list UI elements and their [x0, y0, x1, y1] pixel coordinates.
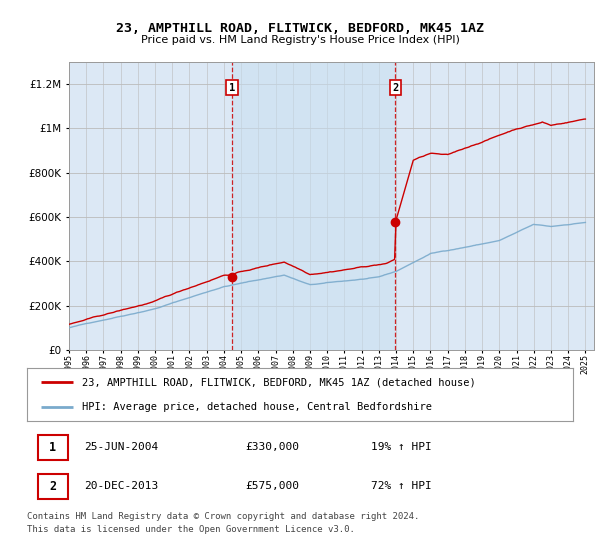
Text: £330,000: £330,000: [245, 442, 299, 452]
Text: 2: 2: [49, 480, 56, 493]
Text: 20-DEC-2013: 20-DEC-2013: [85, 482, 158, 491]
Text: 23, AMPTHILL ROAD, FLITWICK, BEDFORD, MK45 1AZ: 23, AMPTHILL ROAD, FLITWICK, BEDFORD, MK…: [116, 22, 484, 35]
Text: 72% ↑ HPI: 72% ↑ HPI: [371, 482, 432, 491]
Bar: [232, 62, 395, 350]
Text: 25-JUN-2004: 25-JUN-2004: [85, 442, 158, 452]
Text: 19% ↑ HPI: 19% ↑ HPI: [371, 442, 432, 452]
Text: 23, AMPTHILL ROAD, FLITWICK, BEDFORD, MK45 1AZ (detached house): 23, AMPTHILL ROAD, FLITWICK, BEDFORD, MK…: [82, 377, 475, 388]
Text: 1: 1: [49, 441, 56, 454]
Text: 1: 1: [229, 82, 235, 92]
Text: Price paid vs. HM Land Registry's House Price Index (HPI): Price paid vs. HM Land Registry's House …: [140, 35, 460, 45]
Text: HPI: Average price, detached house, Central Bedfordshire: HPI: Average price, detached house, Cent…: [82, 402, 431, 412]
Text: Contains HM Land Registry data © Crown copyright and database right 2024.
This d: Contains HM Land Registry data © Crown c…: [27, 512, 419, 534]
Text: £575,000: £575,000: [245, 482, 299, 491]
FancyBboxPatch shape: [38, 474, 68, 499]
FancyBboxPatch shape: [38, 435, 68, 460]
Text: 2: 2: [392, 82, 398, 92]
